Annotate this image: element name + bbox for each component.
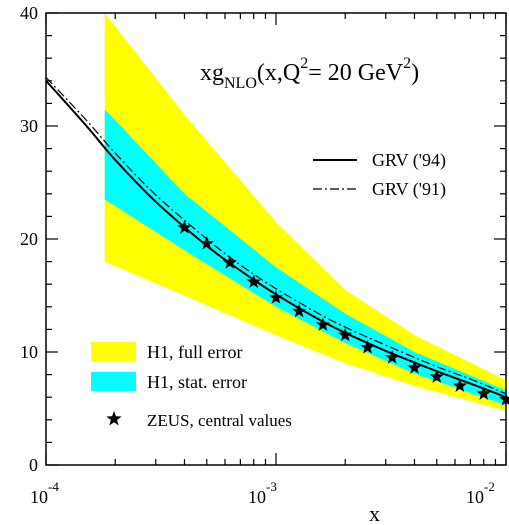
x-tick-label: 10-3 xyxy=(248,479,277,507)
chart-title: xgNLO(x,Q2= 20 GeV2) xyxy=(200,55,419,92)
y-tick-label: 20 xyxy=(20,229,38,249)
y-tick-label: 0 xyxy=(29,455,38,475)
zeus-data-point xyxy=(268,290,284,304)
zeus-data-point xyxy=(246,274,261,288)
y-tick-label: 30 xyxy=(20,116,38,136)
zeus-data-point xyxy=(292,303,307,318)
zeus-data-point xyxy=(429,369,444,383)
x-axis-label: x xyxy=(369,501,380,525)
stat-error-band xyxy=(104,109,506,406)
y-tick-label: 40 xyxy=(20,3,38,23)
zeus-data-point xyxy=(315,317,331,331)
zeus-data-point xyxy=(338,327,353,342)
legend-label-full-error: H1, full error xyxy=(147,342,242,362)
zeus-data-point xyxy=(407,360,422,374)
legend-label-grv94: GRV ('94) xyxy=(372,150,446,171)
y-tick-label: 10 xyxy=(20,342,38,362)
zeus-data-point xyxy=(452,378,467,392)
axis-ticks xyxy=(45,12,507,466)
legend-label-stat-error: H1, stat. error xyxy=(147,372,247,392)
zeus-points xyxy=(177,220,509,406)
legend-label-grv91: GRV ('91) xyxy=(372,179,446,200)
legend-full-error-swatch xyxy=(91,342,136,361)
error-bands xyxy=(104,13,506,411)
legend-star-icon xyxy=(106,411,122,426)
zeus-data-point xyxy=(385,350,400,364)
grv91-curve xyxy=(46,76,506,395)
x-tick-label: 10-2 xyxy=(466,479,495,507)
grv94-curve xyxy=(46,80,506,399)
zeus-data-point xyxy=(476,386,491,400)
legend-label-zeus: ZEUS, central values xyxy=(147,411,292,430)
zeus-data-point xyxy=(222,255,237,269)
zeus-data-point xyxy=(360,340,375,354)
legend-stat-error-swatch xyxy=(91,372,136,391)
zeus-data-point xyxy=(177,220,192,234)
theory-curves xyxy=(46,76,506,399)
x-tick-label: 10-4 xyxy=(30,479,59,507)
zeus-data-point xyxy=(199,236,214,250)
